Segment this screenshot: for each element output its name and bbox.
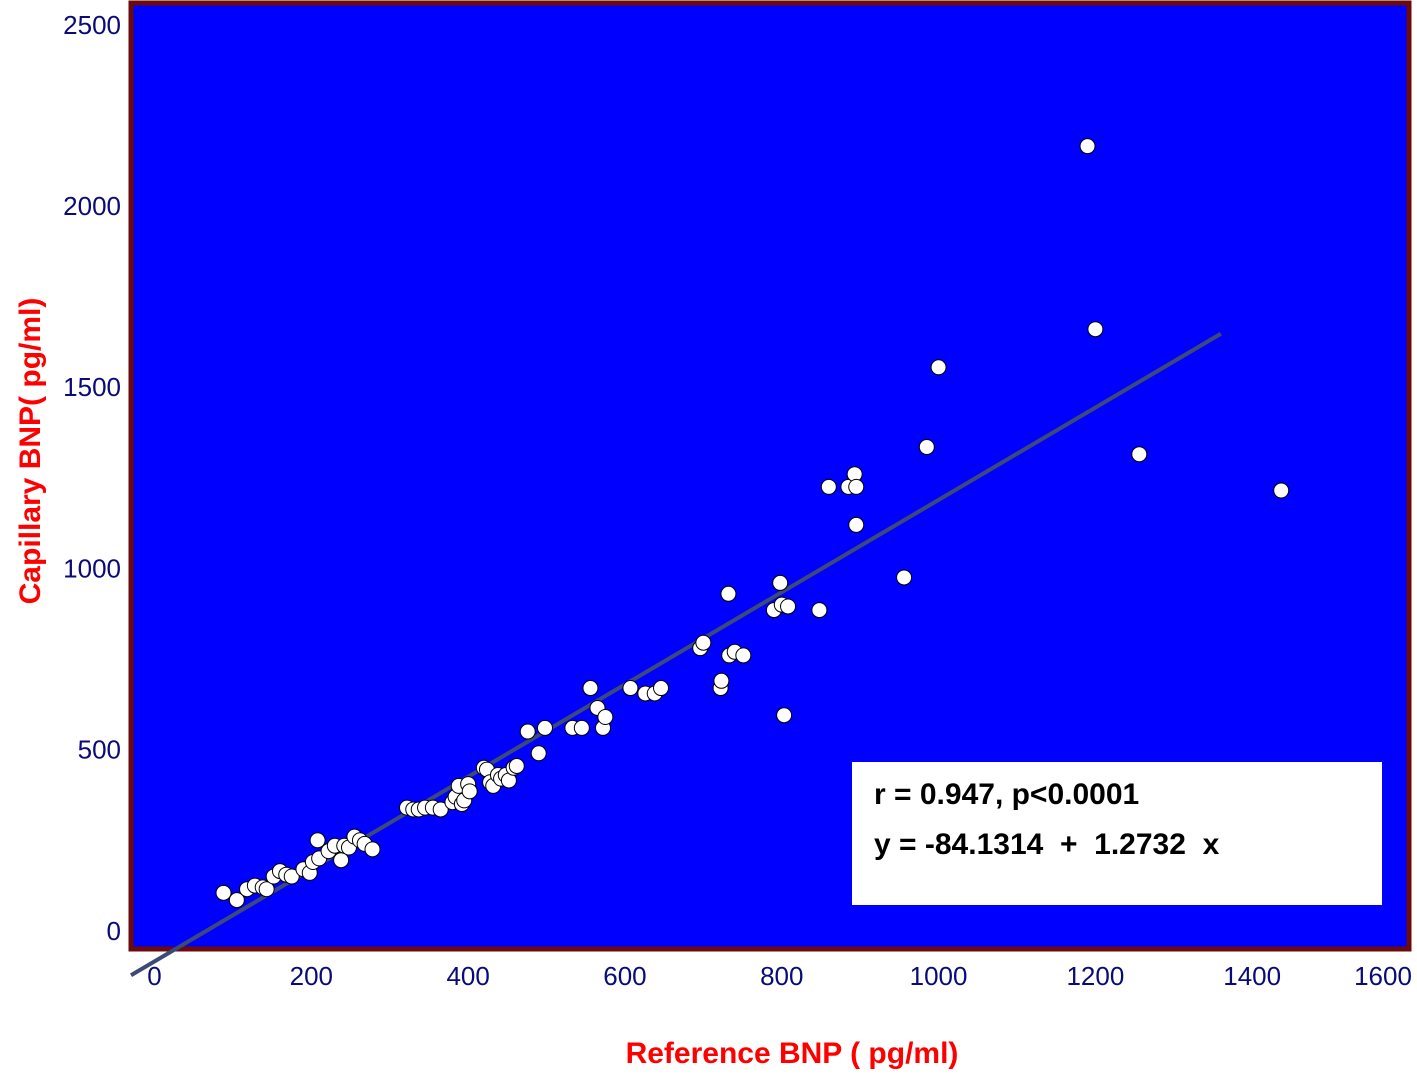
data-point bbox=[582, 680, 599, 697]
data-point bbox=[215, 884, 232, 901]
data-point bbox=[622, 680, 639, 697]
data-point bbox=[309, 832, 326, 849]
x-tick-label: 200 bbox=[290, 961, 333, 991]
data-point bbox=[713, 672, 730, 689]
data-point bbox=[772, 574, 789, 591]
y-tick-label: 500 bbox=[78, 735, 121, 765]
data-point bbox=[848, 516, 865, 533]
data-point bbox=[848, 478, 865, 495]
x-tick-label: 400 bbox=[446, 961, 489, 991]
x-tick-label: 1200 bbox=[1066, 961, 1124, 991]
data-point bbox=[258, 881, 275, 898]
data-point bbox=[735, 647, 752, 664]
x-tick-label: 0 bbox=[147, 961, 161, 991]
data-point bbox=[1079, 138, 1096, 155]
data-point bbox=[896, 569, 913, 586]
data-point bbox=[228, 892, 245, 909]
data-point bbox=[364, 841, 381, 858]
data-point bbox=[573, 719, 590, 736]
x-tick-label: 1400 bbox=[1223, 961, 1281, 991]
y-tick-label: 2000 bbox=[63, 191, 121, 221]
x-axis-ticks: 0 200 400 600 800 1000 1200 1400 1600 bbox=[147, 961, 1412, 991]
y-axis-title: Capillary BNP( pg/ml) bbox=[14, 298, 47, 605]
x-tick-label: 600 bbox=[603, 961, 646, 991]
y-tick-label: 1000 bbox=[63, 553, 121, 583]
data-point bbox=[776, 707, 793, 724]
data-point bbox=[283, 868, 300, 885]
data-point bbox=[780, 598, 797, 615]
data-point bbox=[811, 602, 828, 619]
stats-box: r = 0.947, p<0.0001 y = -84.1314 + 1.273… bbox=[852, 762, 1382, 905]
data-point bbox=[508, 757, 525, 774]
data-point bbox=[597, 709, 614, 726]
regression-equation-text: y = -84.1314 + 1.2732 x bbox=[874, 828, 1220, 861]
data-point bbox=[720, 585, 737, 602]
data-point bbox=[653, 680, 670, 697]
data-point bbox=[530, 745, 547, 762]
y-tick-label: 2500 bbox=[63, 10, 121, 40]
data-point bbox=[820, 478, 837, 495]
data-point bbox=[1131, 446, 1148, 463]
data-points bbox=[215, 138, 1290, 909]
data-point bbox=[695, 634, 712, 651]
x-axis-title: Reference BNP ( pg/ml) bbox=[626, 1037, 959, 1070]
x-tick-label: 800 bbox=[760, 961, 803, 991]
data-point bbox=[1273, 482, 1290, 499]
correlation-text: r = 0.947, p<0.0001 bbox=[874, 778, 1140, 811]
y-tick-label: 0 bbox=[107, 916, 121, 946]
data-point bbox=[461, 783, 478, 800]
data-point bbox=[918, 439, 935, 456]
data-point bbox=[536, 719, 553, 736]
x-tick-label: 1000 bbox=[910, 961, 968, 991]
data-point bbox=[519, 723, 536, 740]
y-axis-ticks: 0 500 1000 1500 2000 2500 bbox=[63, 10, 121, 946]
data-point bbox=[432, 801, 449, 818]
y-tick-label: 1500 bbox=[63, 372, 121, 402]
x-tick-label: 1600 bbox=[1354, 961, 1412, 991]
data-point bbox=[1087, 321, 1104, 338]
data-point bbox=[930, 359, 947, 376]
